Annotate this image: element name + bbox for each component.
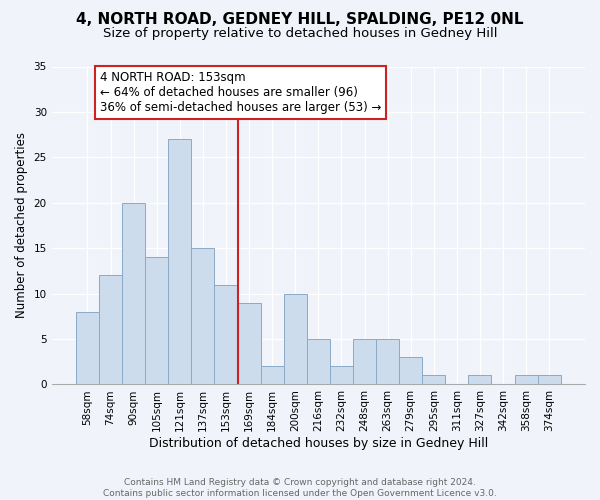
Bar xyxy=(145,258,168,384)
Bar xyxy=(76,312,99,384)
X-axis label: Distribution of detached houses by size in Gedney Hill: Distribution of detached houses by size … xyxy=(149,437,488,450)
Bar xyxy=(469,376,491,384)
Bar xyxy=(214,284,238,384)
Bar xyxy=(238,302,260,384)
Bar xyxy=(353,339,376,384)
Text: 4, NORTH ROAD, GEDNEY HILL, SPALDING, PE12 0NL: 4, NORTH ROAD, GEDNEY HILL, SPALDING, PE… xyxy=(76,12,524,28)
Text: 4 NORTH ROAD: 153sqm
← 64% of detached houses are smaller (96)
36% of semi-detac: 4 NORTH ROAD: 153sqm ← 64% of detached h… xyxy=(100,71,382,114)
Bar xyxy=(99,276,122,384)
Bar xyxy=(307,339,330,384)
Text: Contains HM Land Registry data © Crown copyright and database right 2024.
Contai: Contains HM Land Registry data © Crown c… xyxy=(103,478,497,498)
Bar xyxy=(260,366,284,384)
Bar xyxy=(376,339,399,384)
Bar xyxy=(399,357,422,384)
Bar xyxy=(515,376,538,384)
Bar xyxy=(191,248,214,384)
Bar xyxy=(284,294,307,384)
Bar xyxy=(538,376,561,384)
Bar xyxy=(422,376,445,384)
Bar xyxy=(330,366,353,384)
Bar xyxy=(122,203,145,384)
Text: Size of property relative to detached houses in Gedney Hill: Size of property relative to detached ho… xyxy=(103,28,497,40)
Bar xyxy=(168,139,191,384)
Y-axis label: Number of detached properties: Number of detached properties xyxy=(15,132,28,318)
